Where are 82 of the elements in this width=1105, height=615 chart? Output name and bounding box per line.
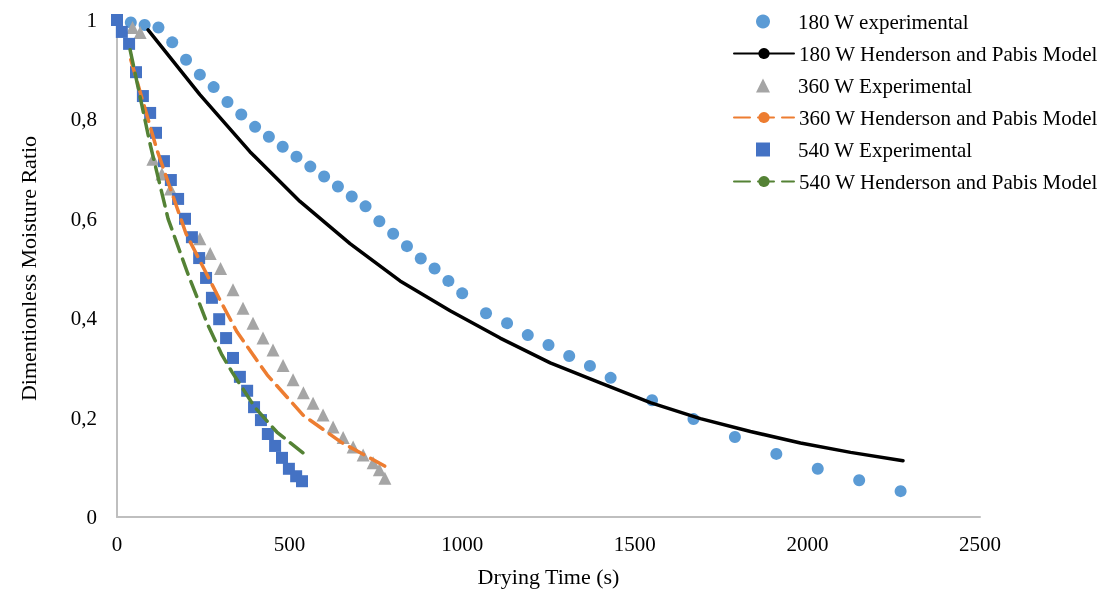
legend-label: 180 W experimental [798,9,969,34]
point [226,283,240,297]
point [428,262,441,275]
legend-label: 180 W Henderson and Pabis Model [799,41,1098,66]
point [480,307,493,320]
point [304,160,317,173]
x-tick-label: 2000 [786,531,829,556]
y-tick-label: 0,8 [70,107,97,132]
y-tick-label: 1 [86,8,97,32]
point [583,359,596,372]
y-tick-label: 0 [86,505,97,529]
point [133,25,147,39]
point [276,358,290,372]
point [180,53,193,66]
y-tick-label: 0,4 [70,306,98,331]
point [203,247,217,261]
point [226,351,239,364]
point [235,108,248,121]
point [306,396,320,410]
point [456,287,469,300]
point [262,130,275,143]
y-tick-label: 0,2 [70,405,97,430]
point [400,240,413,253]
point [331,180,344,193]
x-tick-label: 500 [273,531,306,556]
point [286,373,300,387]
legend-label: 360 W Henderson and Pabis Model [799,105,1098,130]
point [166,36,179,49]
point [770,447,783,460]
point [563,349,576,362]
legend-label: 540 W Henderson and Pabis Model [799,169,1098,194]
point [728,430,741,443]
point [501,317,514,330]
x-axis-title: Drying Time (s) [477,563,620,589]
legend-label: 360 W Experimental [798,73,973,98]
point [359,200,372,213]
point [318,170,331,183]
point [296,475,309,488]
x-tick-label: 2500 [959,531,1001,556]
point [138,18,151,31]
point [894,485,907,498]
point [326,420,340,434]
point [521,329,534,342]
point [236,301,250,315]
point [152,21,165,34]
point [542,339,555,352]
point [853,474,866,487]
x-tick-label: 1500 [613,531,656,556]
point [246,316,260,330]
x-tick-label: 0 [111,531,123,556]
point [604,371,617,384]
point [123,37,136,50]
point [115,25,128,38]
point [276,140,289,153]
point [442,274,455,287]
point [256,331,270,345]
y-axis-title: Dimentionless Moisture Ratio [15,135,41,402]
legend-label: 540 W Experimental [798,137,973,162]
x-tick-label: 1000 [441,531,484,556]
line-series [129,58,389,470]
point [378,471,392,485]
point [213,313,226,326]
point [193,68,206,81]
point [345,190,358,203]
point [414,252,427,265]
point [387,227,400,240]
point [214,262,228,275]
point [296,386,310,400]
point [220,332,233,345]
point [276,451,289,464]
point [249,120,262,133]
point [111,14,123,26]
point [373,215,386,228]
point [316,408,330,422]
point [221,96,234,108]
point [290,150,303,163]
point [207,81,220,94]
point [269,439,282,452]
point [811,462,824,475]
point [266,343,280,357]
point [261,428,274,440]
y-tick-label: 0,6 [70,206,97,231]
